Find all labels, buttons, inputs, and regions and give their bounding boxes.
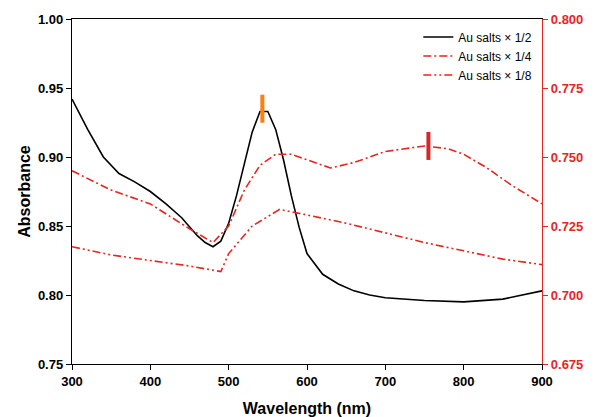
svg-text:0.775: 0.775 [551, 81, 584, 96]
svg-text:900: 900 [531, 374, 553, 389]
svg-text:0.75: 0.75 [38, 357, 63, 372]
svg-text:0.80: 0.80 [38, 288, 63, 303]
svg-text:0.675: 0.675 [551, 357, 584, 372]
svg-text:0.90: 0.90 [38, 150, 63, 165]
svg-text:0.85: 0.85 [38, 219, 63, 234]
svg-text:Wavelength (nm): Wavelength (nm) [243, 400, 371, 417]
svg-text:0.800: 0.800 [551, 12, 584, 27]
svg-text:800: 800 [453, 374, 475, 389]
svg-text:Au salts × 1/8: Au salts × 1/8 [458, 69, 531, 83]
svg-text:500: 500 [218, 374, 240, 389]
svg-text:1.00: 1.00 [38, 12, 63, 27]
svg-text:0.700: 0.700 [551, 288, 584, 303]
svg-text:400: 400 [139, 374, 161, 389]
svg-text:0.750: 0.750 [551, 150, 584, 165]
svg-text:600: 600 [296, 374, 318, 389]
svg-text:Absorbance: Absorbance [16, 145, 33, 238]
svg-text:300: 300 [61, 374, 83, 389]
svg-text:Au salts × 1/2: Au salts × 1/2 [458, 31, 531, 45]
svg-text:Au salts × 1/4: Au salts × 1/4 [458, 50, 531, 64]
svg-text:0.725: 0.725 [551, 219, 584, 234]
svg-text:700: 700 [374, 374, 396, 389]
svg-text:0.95: 0.95 [38, 81, 63, 96]
